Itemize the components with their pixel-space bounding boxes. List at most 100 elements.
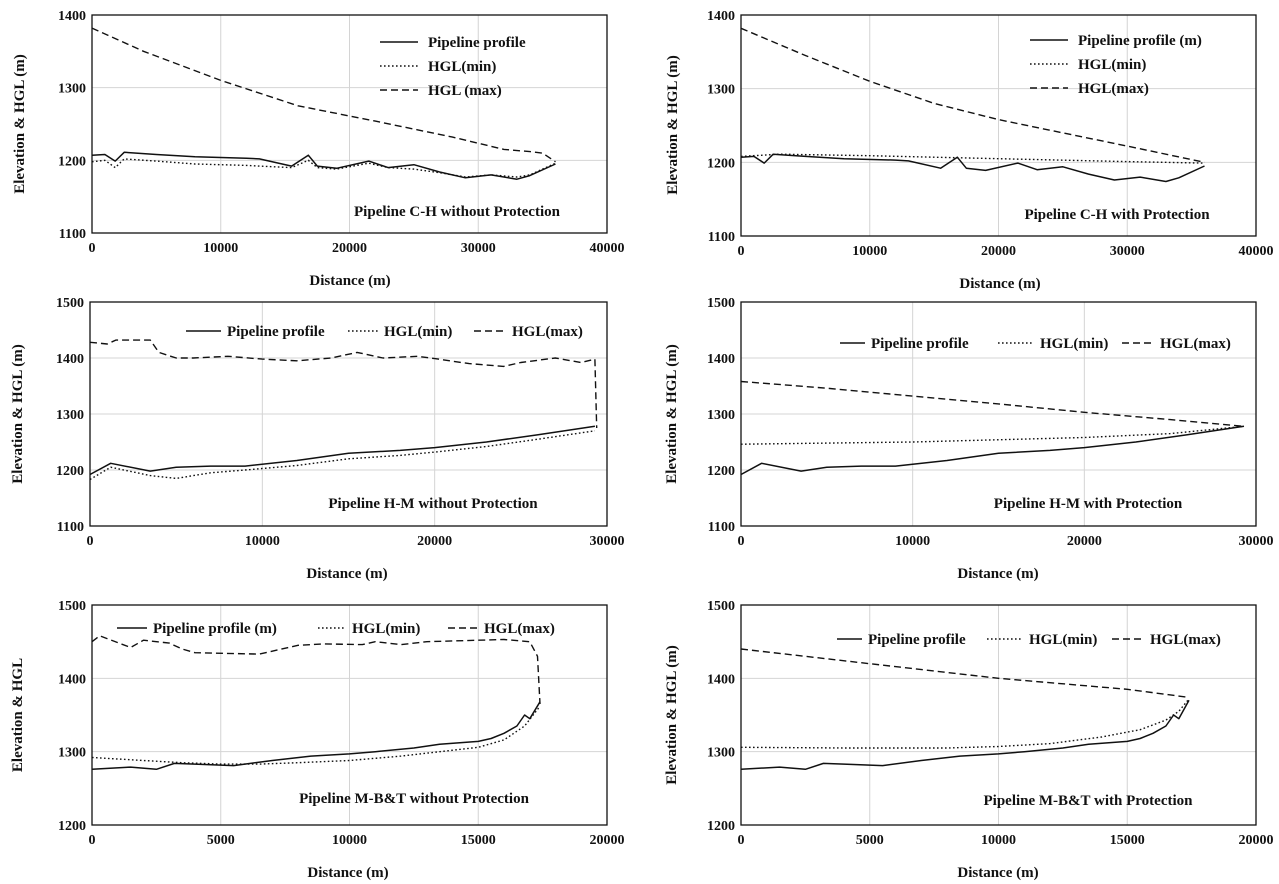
y-tick-label: 1300 [707,83,735,98]
legend-label: HGL(min) [384,324,452,340]
y-tick-label: 1200 [707,156,735,171]
x-tick-label: 15000 [1110,833,1145,848]
x-tick-label: 0 [738,833,745,848]
series-line-dashed [740,648,1190,699]
legend-label: Pipeline profile [227,324,325,340]
legend: Pipeline profile HGL(min) HGL(max) [837,632,1221,648]
legend-label: Pipeline profile [868,632,966,648]
plot-frame [89,301,608,527]
x-tick-label: 10000 [852,244,887,259]
panel-annotation: Pipeline M-B&T with Protection [983,793,1193,809]
x-tick-label: 20000 [981,244,1016,259]
y-axis-label: Elevation & HGL (m) [10,344,26,484]
series-line-dashed [89,339,598,429]
x-tick-label: 20000 [590,833,625,848]
y-tick-label: 1300 [58,746,86,761]
x-tick-label: 0 [89,241,96,256]
series-line-dotted [89,430,596,481]
x-tick-label: 20000 [1067,534,1102,549]
series-line-dotted [91,158,556,178]
series-line-solid [740,425,1245,476]
y-tick-label: 1400 [707,672,735,687]
series-line-dotted [740,425,1245,445]
x-tick-label: 30000 [590,534,625,549]
x-axis-label: Distance (m) [957,865,1038,881]
legend: Pipeline profile HGL(min) HGL(max) [186,324,583,340]
legend-label: HGL(min) [1029,632,1097,648]
x-axis-label: Distance (m) [307,865,388,881]
legend: Pipeline profile (m) HGL(min) HGL(max) [1030,33,1202,97]
y-tick-label: 1500 [707,296,735,311]
plot-frame [91,14,608,234]
x-tick-label: 30000 [1239,534,1274,549]
legend-label: HGL (max) [428,83,502,99]
series-line-dashed [91,27,556,163]
legend-label: Pipeline profile [871,336,969,352]
series-line-dashed [740,380,1245,427]
x-tick-label: 30000 [1110,244,1145,259]
plot-frame [740,14,1257,237]
x-tick-label: 20000 [417,534,452,549]
legend-label: HGL(max) [484,621,555,637]
legend-label: HGL(max) [512,324,583,340]
y-tick-label: 1400 [56,352,84,367]
series-line-solid [91,151,556,180]
x-axis-label: Distance (m) [957,566,1038,582]
legend-label: HGL(min) [1040,336,1108,352]
y-tick-label: 1500 [58,599,86,614]
legend-label: Pipeline profile [428,35,526,51]
y-tick-label: 1200 [56,464,84,479]
chart-panel-5: 0 5000 10000 15000 20000 1200 1300 1400 1500 Pipe… [10,599,625,881]
y-tick-label: 1200 [58,154,86,169]
y-tick-label: 1300 [58,82,86,97]
legend-label: HGL(max) [1150,632,1221,648]
chart-panel-1: 0 10000 20000 30000 40000 1100 1200 1300 1400 Pip… [12,9,625,289]
y-tick-label: 1100 [59,227,86,242]
panel-annotation: Pipeline H-M without Protection [328,496,538,512]
x-tick-label: 20000 [332,241,367,256]
y-tick-label: 1400 [58,9,86,24]
y-axis-label: Elevation & HGL (m) [12,54,28,194]
legend: Pipeline profile HGL(min) HGL (max) [380,35,526,99]
y-tick-label: 1500 [707,599,735,614]
y-tick-label: 1100 [708,230,735,245]
plot-frame [740,301,1257,527]
legend: Pipeline profile (m) HGL(min) HGL(max) [117,621,555,637]
panel-annotation: Pipeline M-B&T without Protection [299,791,529,807]
x-tick-label: 0 [87,534,94,549]
y-axis-label: Elevation & HGL (m) [664,645,680,785]
series-line-dashed [91,635,541,705]
x-tick-label: 5000 [207,833,235,848]
x-tick-label: 10000 [981,833,1016,848]
x-tick-label: 30000 [461,241,496,256]
y-axis-label: Elevation & HGL (m) [664,344,680,484]
series-line-solid [91,701,541,771]
plot-frame [740,604,1257,826]
x-tick-label: 5000 [856,833,884,848]
y-tick-label: 1300 [56,408,84,423]
x-tick-label: 15000 [461,833,496,848]
x-tick-label: 10000 [245,534,280,549]
chart-panel-2: 0 10000 20000 30000 40000 1100 1200 1300 1400 Pip… [665,9,1274,292]
x-axis-label: Distance (m) [959,276,1040,292]
y-tick-label: 1500 [56,296,84,311]
x-tick-label: 20000 [1239,833,1274,848]
y-tick-label: 1400 [58,672,86,687]
y-axis-label: Elevation & HGL [10,658,26,772]
series-line-dotted [740,698,1190,749]
x-axis-label: Distance (m) [306,566,387,582]
legend-label: Pipeline profile (m) [153,621,277,637]
y-tick-label: 1300 [707,408,735,423]
x-tick-label: 40000 [590,241,625,256]
y-tick-label: 1200 [707,464,735,479]
legend-label: HGL(min) [428,59,496,75]
x-tick-label: 10000 [203,241,238,256]
y-tick-label: 1100 [57,520,84,535]
y-tick-label: 1400 [707,9,735,24]
x-tick-label: 10000 [895,534,930,549]
x-tick-label: 10000 [332,833,367,848]
x-tick-label: 0 [738,534,745,549]
legend-label: HGL(max) [1160,336,1231,352]
series-line-dashed [740,27,1205,163]
